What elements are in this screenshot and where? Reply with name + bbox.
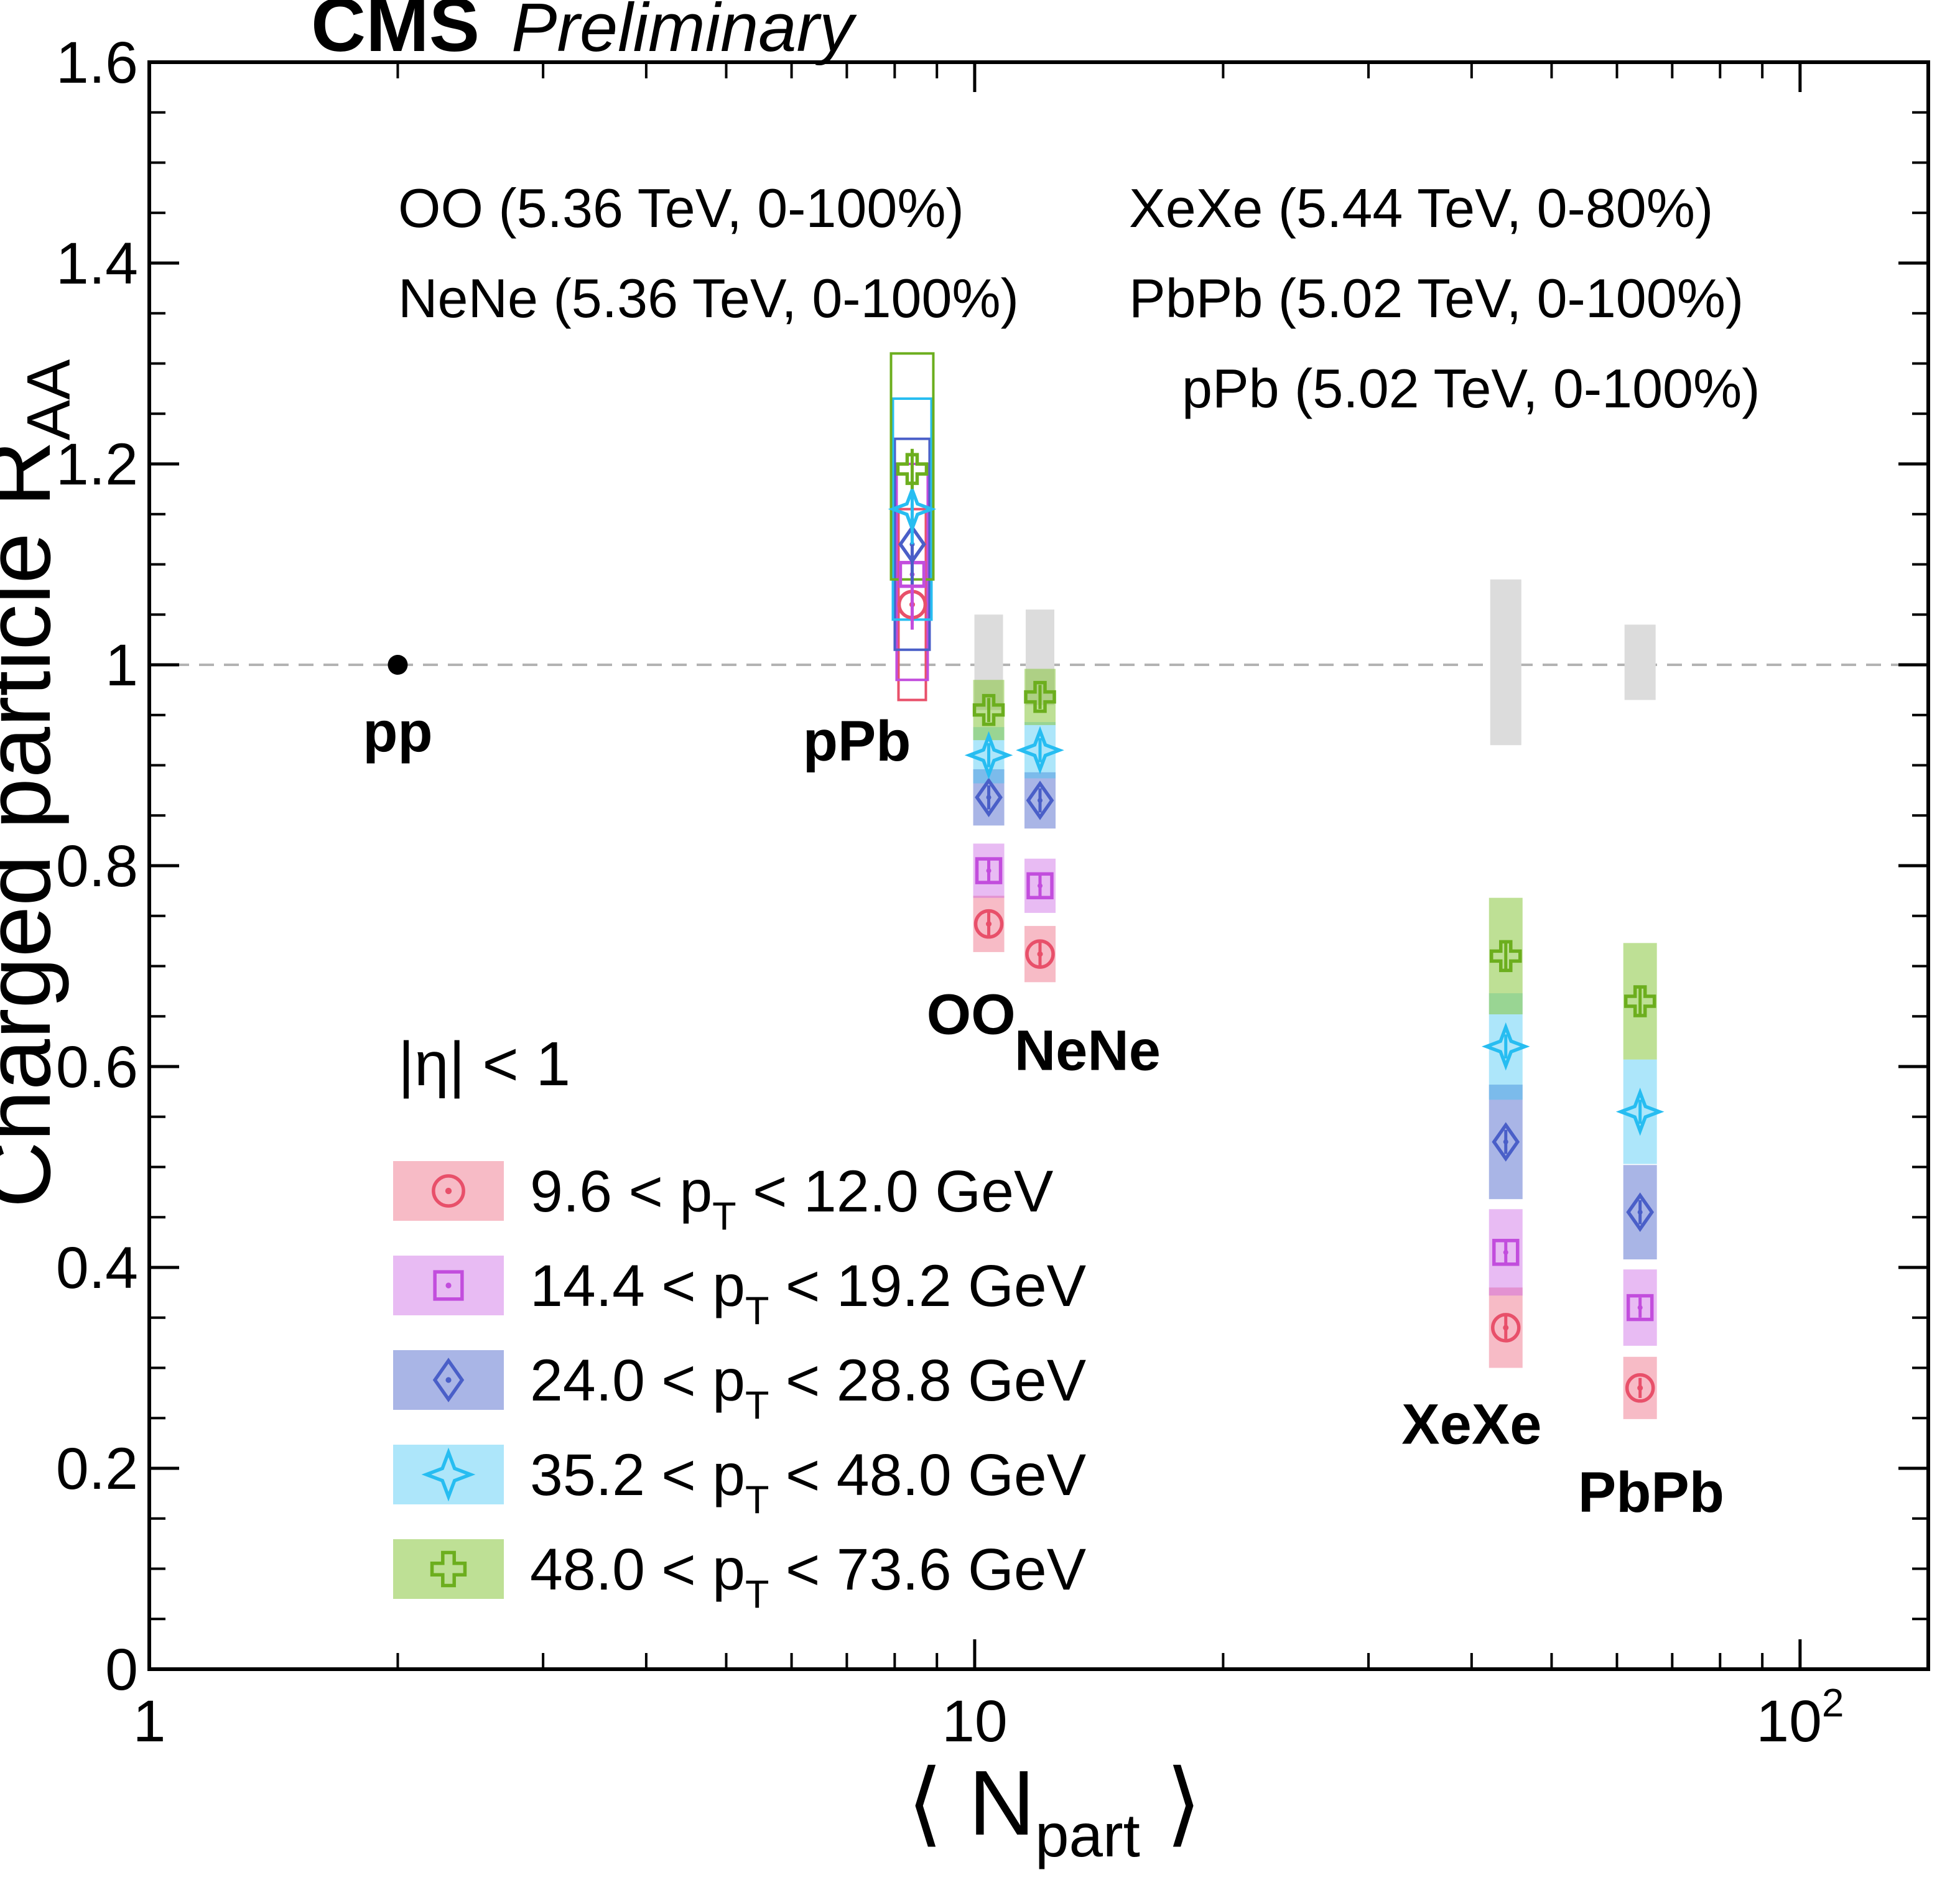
y-tick-label-0: 0: [105, 1637, 138, 1703]
x-tick-label-10: 10: [942, 1688, 1008, 1754]
system-legend-entry-pbpb: PbPb (5.02 TeV, 0-100%): [1129, 267, 1744, 329]
system-label-oo: OO: [927, 983, 1016, 1046]
system-legend-entry-xexe: XeXe (5.44 TeV, 0-80%): [1129, 177, 1713, 239]
diamond-marker-dot-icon: [1503, 1139, 1508, 1145]
square-marker-dot-icon: [1503, 1249, 1508, 1255]
circle-marker-dot-icon: [986, 921, 992, 927]
y-tick-label-0.4: 0.4: [56, 1235, 138, 1301]
pt-bin-legend: 9.6 < pT < 12.0 GeV 14.4 < pT < 19.2 GeV 2…: [393, 1159, 1086, 1616]
diamond-marker-dot-icon: [445, 1377, 452, 1383]
circle-marker-dot-icon: [1037, 951, 1043, 957]
x-tick-label-1: 1: [133, 1688, 166, 1754]
pp-point-marker: [388, 655, 408, 675]
experiment-title: CMS: [311, 0, 480, 67]
system-pp: pp: [363, 655, 433, 764]
data-marker-pbpb-pt-35p2-48: [1615, 1087, 1665, 1136]
data-marker-nene-pt-9p6-12: [1025, 939, 1055, 969]
data-marker-oo-pt-48-73p6: [972, 693, 1005, 726]
data-marker-pbpb-pt-9p6-12: [1625, 1373, 1655, 1403]
data-marker-ppb-pt-48-73p6: [896, 453, 929, 485]
x-tick-label-102: 102: [1756, 1680, 1844, 1754]
data-marker-pbpb-pt-24-28p8: [1626, 1192, 1655, 1232]
system-legend-entry-oo: OO (5.36 TeV, 0-100%): [398, 177, 964, 239]
legend-marker-pt-48-73p6: [430, 1550, 467, 1588]
data-marker-xexe-pt-48-73p6: [1490, 940, 1522, 973]
square-marker-dot-icon: [445, 1282, 452, 1289]
data-marker-nene-pt-48-73p6: [1024, 680, 1056, 713]
legend-marker-pt-14p4-19p2: [433, 1270, 464, 1301]
data-marker-oo-pt-24-28p8: [975, 777, 1003, 817]
circle-marker-dot-icon: [1503, 1325, 1509, 1331]
legend-marker-pt-35p2-48: [421, 1447, 476, 1502]
y-tick-label-0.6: 0.6: [56, 1034, 138, 1100]
system-label-pbpb: PbPb: [1578, 1461, 1724, 1524]
diamond-marker-dot-icon: [1637, 1210, 1643, 1215]
y-tick-label-1.2: 1.2: [56, 432, 138, 498]
legend-marker-pt-24-28p8: [432, 1358, 465, 1402]
y-tick-label-1.6: 1.6: [56, 30, 138, 96]
norm-uncertainty-band-xexe: [1490, 579, 1521, 746]
circle-marker-dot-icon: [445, 1187, 452, 1195]
system-legend-entry-ppb: pPb (5.02 TeV, 0-100%): [1182, 358, 1760, 419]
syst-box-ppb-pt-24-28p8: [893, 437, 931, 651]
system-label-ppb: pPb: [803, 710, 911, 773]
preliminary-label: Preliminary: [511, 0, 857, 66]
data-marker-oo-pt-35p2-48: [964, 731, 1013, 780]
diamond-marker-dot-icon: [986, 795, 992, 800]
legend-label-pt-35p2-48: 35.2 < pT < 48.0 GeV: [530, 1442, 1086, 1522]
system-nene: NeNe: [1015, 609, 1161, 1083]
eta-cut-label: |η| < 1: [398, 1029, 570, 1099]
y-tick-label-1: 1: [105, 632, 138, 698]
system-pbpb: PbPb: [1578, 624, 1724, 1524]
axes: 0 0.2 0.4 0.6 0.8 1 1.2 1.4 1.6 1 10 102: [56, 30, 1930, 1754]
system-label-xexe: XeXe: [1401, 1392, 1541, 1456]
legend-label-pt-9p6-12: 9.6 < pT < 12.0 GeV: [530, 1159, 1053, 1238]
data-marker-nene-pt-14p4-19p2: [1026, 872, 1054, 900]
data-marker-oo-pt-9p6-12: [973, 909, 1004, 939]
y-tick-label-1.4: 1.4: [56, 231, 138, 297]
y-tick-label-0.2: 0.2: [56, 1436, 138, 1502]
data-marker-xexe-pt-14p4-19p2: [1492, 1239, 1520, 1266]
system-oo: OO: [927, 614, 1016, 1046]
legend-label-pt-24-28p8: 24.0 < pT < 28.8 GeV: [530, 1348, 1086, 1427]
system-ppb: pPb: [803, 352, 937, 773]
circle-marker-dot-icon: [1637, 1385, 1643, 1391]
legend-label-pt-48-73p6: 48.0 < pT < 73.6 GeV: [530, 1537, 1086, 1616]
square-marker-dot-icon: [1038, 883, 1043, 889]
diamond-marker-dot-icon: [1038, 798, 1043, 803]
data-marker-xexe-pt-9p6-12: [1491, 1313, 1521, 1343]
collision-system-legend: OO (5.36 TeV, 0-100%) NeNe (5.36 TeV, 0-1…: [398, 177, 1760, 419]
data-marker-ppb-pt-35p2-48: [888, 484, 937, 534]
square-marker-dot-icon: [1637, 1305, 1643, 1310]
data-marker-ppb-pt-24-28p8: [898, 524, 926, 564]
y-axis-title: Charged particle RAA: [0, 359, 83, 1208]
data-marker-pbpb-pt-48-73p6: [1623, 985, 1656, 1017]
system-label-nene: NeNe: [1015, 1019, 1161, 1083]
data-marker-nene-pt-24-28p8: [1026, 780, 1054, 820]
y-tick-label-0.8: 0.8: [56, 833, 138, 899]
data-marker-nene-pt-35p2-48: [1016, 726, 1064, 775]
data-marker-xexe-pt-24-28p8: [1492, 1122, 1520, 1162]
data-marker-pbpb-pt-14p4-19p2: [1626, 1294, 1654, 1322]
data-marker-oo-pt-14p4-19p2: [975, 857, 1003, 884]
legend-label-pt-14p4-19p2: 14.4 < pT < 19.2 GeV: [530, 1253, 1086, 1333]
square-marker-dot-icon: [986, 868, 992, 874]
data-marker-xexe-pt-35p2-48: [1481, 1022, 1530, 1071]
system-legend-entry-nene: NeNe (5.36 TeV, 0-100%): [398, 267, 1019, 329]
legend-marker-pt-9p6-12: [432, 1174, 465, 1208]
system-label-pp: pp: [363, 701, 432, 764]
system-xexe: XeXe: [1401, 579, 1541, 1456]
x-axis-title: ⟨ Npart ⟩: [907, 1752, 1201, 1869]
legend-swatch-pt-48-73p6: [393, 1539, 504, 1599]
norm-uncertainty-band-pbpb: [1624, 624, 1656, 700]
